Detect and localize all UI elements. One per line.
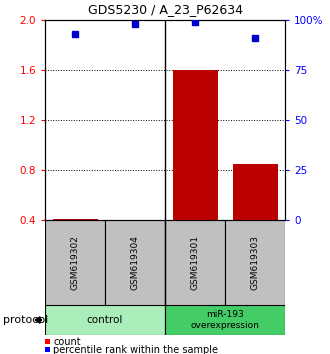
- Text: miR-193
overexpression: miR-193 overexpression: [190, 310, 259, 330]
- Text: GSM619303: GSM619303: [250, 235, 259, 290]
- Text: protocol: protocol: [3, 315, 49, 325]
- Text: count: count: [53, 337, 81, 347]
- Text: GSM619302: GSM619302: [71, 235, 80, 290]
- Text: GSM619301: GSM619301: [190, 235, 200, 290]
- Bar: [165, 305, 285, 335]
- Text: percentile rank within the sample: percentile rank within the sample: [53, 345, 218, 354]
- Bar: [45, 220, 105, 305]
- Bar: [225, 220, 285, 305]
- Bar: [173, 70, 217, 220]
- Text: control: control: [87, 315, 123, 325]
- Text: GDS5230 / A_23_P62634: GDS5230 / A_23_P62634: [87, 4, 243, 17]
- Bar: [45, 305, 165, 335]
- Bar: [165, 220, 225, 305]
- Text: GSM619304: GSM619304: [130, 235, 140, 290]
- Bar: [105, 220, 165, 305]
- Bar: [52, 219, 97, 220]
- Bar: [233, 164, 278, 220]
